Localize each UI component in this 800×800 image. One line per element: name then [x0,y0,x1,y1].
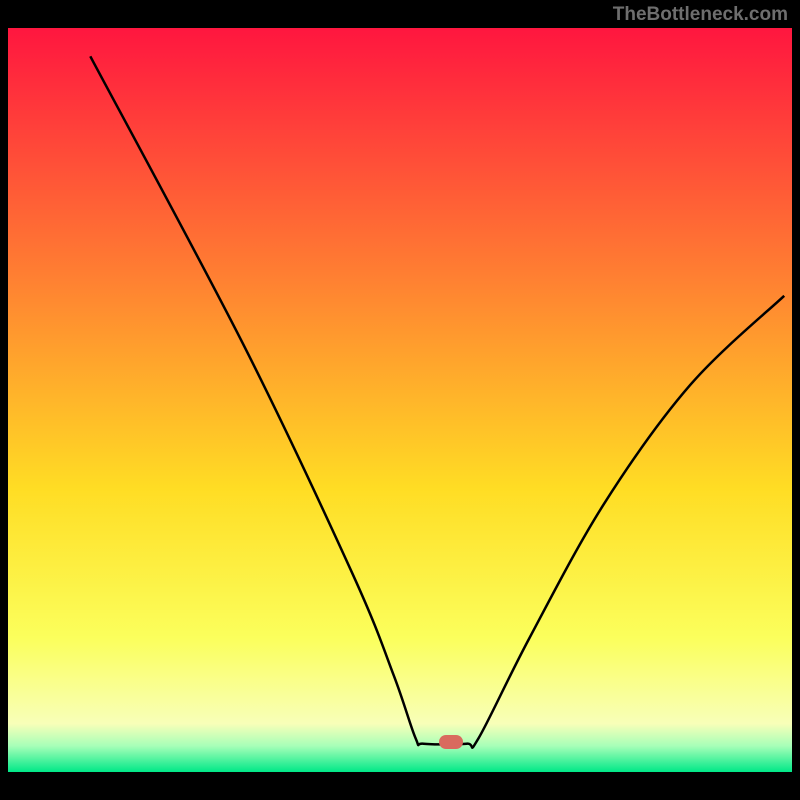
curve-path [90,56,784,747]
bottleneck-curve [8,28,792,772]
attribution-text: TheBottleneck.com [613,4,788,26]
optimal-marker [439,735,463,749]
chart-frame [0,0,800,800]
